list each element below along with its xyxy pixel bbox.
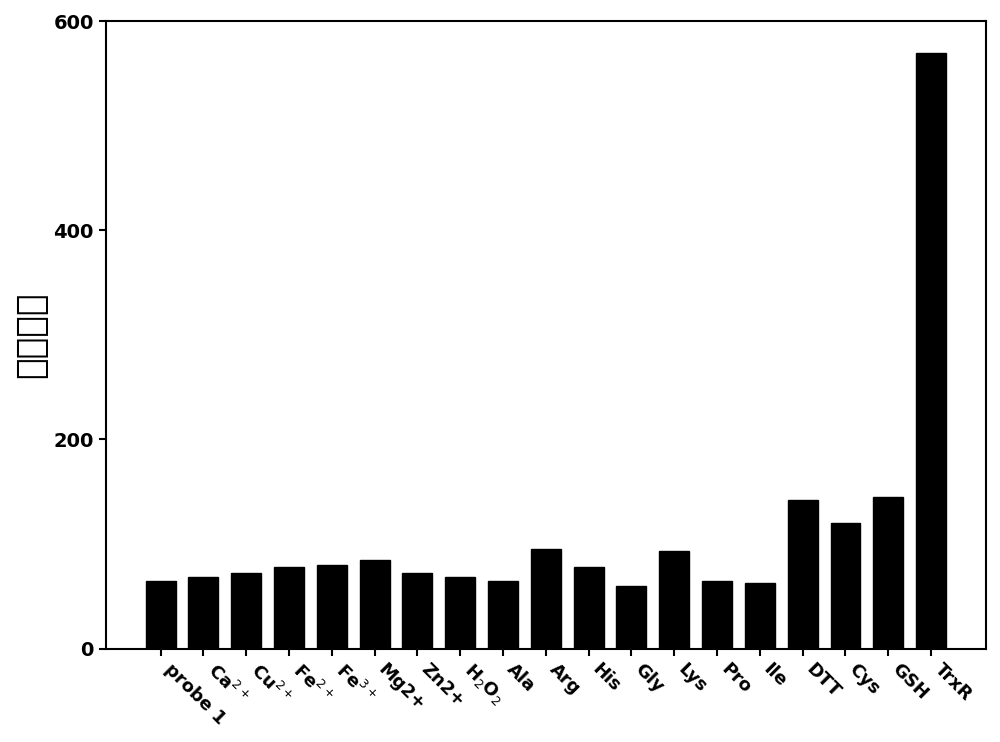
Bar — [531, 549, 561, 649]
Bar — [360, 559, 390, 649]
Bar — [402, 574, 432, 649]
Bar — [274, 567, 304, 649]
Bar — [659, 551, 689, 649]
Bar — [146, 580, 176, 649]
Bar — [916, 53, 946, 649]
Y-axis label: 荆光强度: 荆光强度 — [14, 292, 48, 378]
Bar — [231, 574, 261, 649]
Bar — [445, 577, 475, 649]
Bar — [488, 580, 518, 649]
Bar — [745, 582, 775, 649]
Bar — [616, 585, 646, 649]
Bar — [831, 523, 860, 649]
Bar — [317, 565, 347, 649]
Bar — [788, 500, 818, 649]
Bar — [702, 580, 732, 649]
Bar — [873, 497, 903, 649]
Bar — [188, 577, 218, 649]
Bar — [574, 567, 604, 649]
